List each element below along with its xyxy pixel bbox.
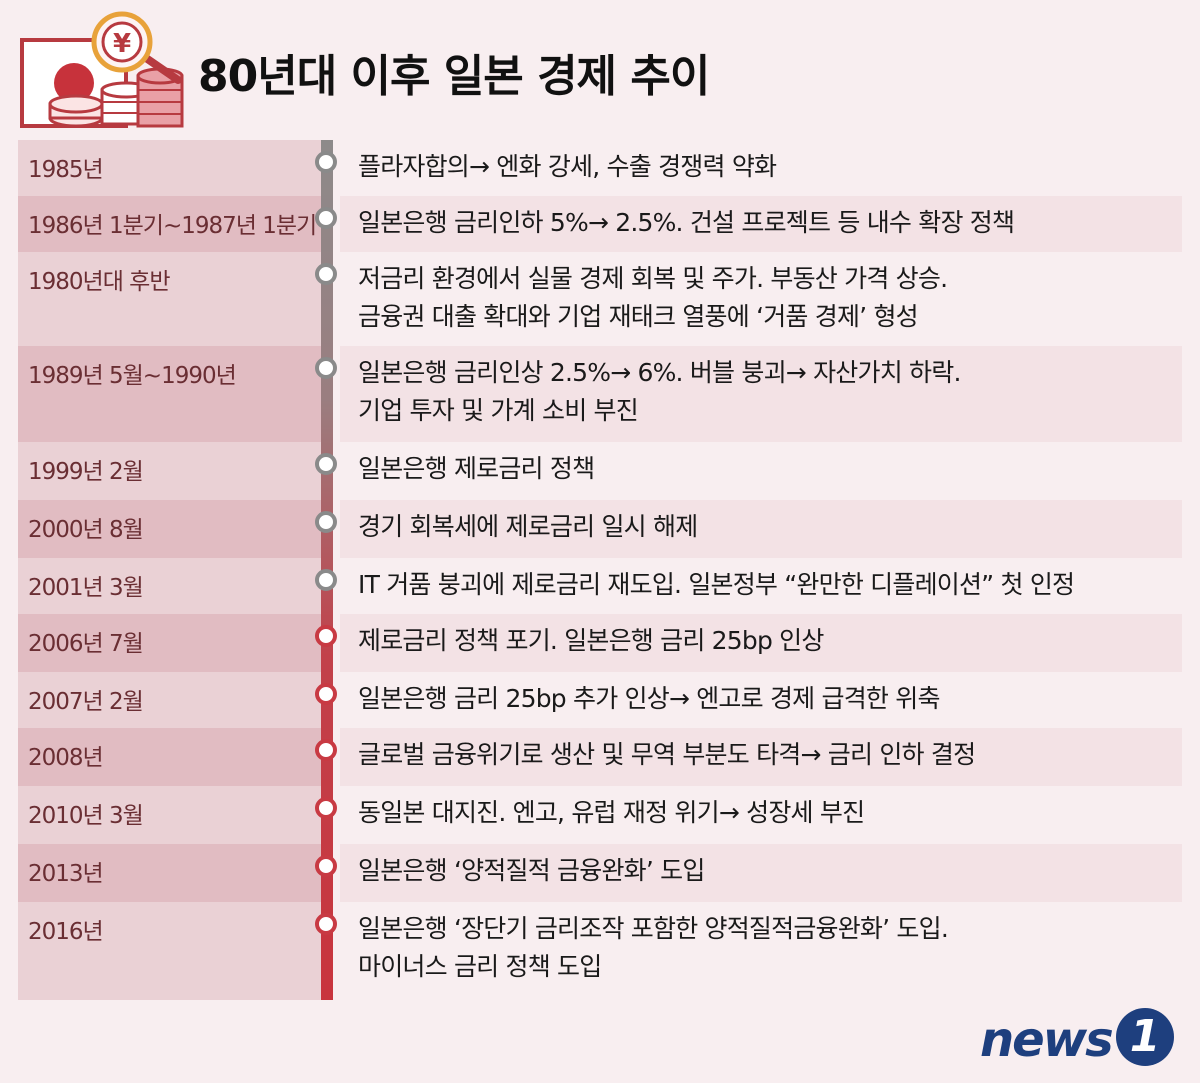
timeline-description: 제로금리 정책 포기. 일본은행 금리 25bp 인상 (358, 622, 824, 660)
timeline-date: 1986년 1분기~1987년 1분기 (28, 213, 317, 239)
row-date-bg (18, 844, 324, 902)
timeline-description: 일본은행 금리인상 2.5%→ 6%. 버블 붕괴→ 자산가치 하락. 기업 투자… (358, 354, 961, 430)
timeline-description: 일본은행 ‘장단기 금리조작 포함한 양적질적금융완화’ 도입. 마이너스 금리 … (358, 910, 949, 986)
description-line: 일본은행 ‘양적질적 금융완화’ 도입 (358, 856, 705, 885)
timeline-row: 2010년 3월 동일본 대지진. 엔고, 유럽 재정 위기→ 성장세 부진 (18, 786, 1182, 844)
logo-text: news (980, 1012, 1114, 1068)
timeline-dot (315, 625, 337, 647)
svg-text:¥: ¥ (113, 29, 131, 59)
header-illustration: ¥ (18, 10, 193, 135)
description-line: 금융권 대출 확대와 기업 재태크 열풍에 ‘거품 경제’ 형성 (358, 302, 919, 331)
timeline-date: 2016년 (28, 919, 104, 945)
timeline-date: 1989년 5월~1990년 (28, 363, 237, 389)
timeline-row: 1980년대 후반 저금리 환경에서 실물 경제 회복 및 주가. 부동산 가격 … (18, 252, 1182, 346)
news1-logo: news 1 (980, 1008, 1185, 1070)
timeline-row: 1999년 2월 일본은행 제로금리 정책 (18, 442, 1182, 500)
row-date-bg (18, 196, 324, 252)
timeline-date: 2013년 (28, 861, 104, 887)
timeline-dot (315, 913, 337, 935)
timeline-row: 2008년 글로벌 금융위기로 생산 및 무역 부분도 타격→ 금리 인하 결정 (18, 728, 1182, 786)
timeline-date: 1985년 (28, 157, 104, 183)
description-line: 저금리 환경에서 실물 경제 회복 및 주가. 부동산 가격 상승. (358, 264, 948, 293)
row-date-bg (18, 728, 324, 786)
description-line: 일본은행 제로금리 정책 (358, 454, 595, 483)
timeline-row: 2016년 일본은행 ‘장단기 금리조작 포함한 양적질적금융완화’ 도입. 마이너… (18, 902, 1182, 1002)
description-line: 글로벌 금융위기로 생산 및 무역 부분도 타격→ 금리 인하 결정 (358, 740, 976, 769)
timeline-description: 일본은행 금리인하 5%→ 2.5%. 건설 프로젝트 등 내수 확장 정책 (358, 204, 1015, 242)
timeline-dot (315, 263, 337, 285)
row-text-bg (340, 500, 1182, 558)
timeline-row: 2001년 3월 IT 거품 붕괴에 제로금리 재도입. 일본정부 “완만한 디플… (18, 558, 1182, 614)
description-line: 일본은행 금리 25bp 추가 인상→ 엔고로 경제 급격한 위축 (358, 684, 940, 713)
timeline-row: 2006년 7월 제로금리 정책 포기. 일본은행 금리 25bp 인상 (18, 614, 1182, 672)
row-date-bg (18, 614, 324, 672)
timeline-description: 일본은행 금리 25bp 추가 인상→ 엔고로 경제 급격한 위축 (358, 680, 940, 718)
timeline-dot (315, 151, 337, 173)
description-line: 일본은행 금리인상 2.5%→ 6%. 버블 붕괴→ 자산가치 하락. (358, 358, 961, 387)
timeline-dot (315, 797, 337, 819)
timeline-dot (315, 357, 337, 379)
timeline-date: 2008년 (28, 745, 104, 771)
timeline-date: 1980년대 후반 (28, 269, 170, 295)
timeline-date: 2000년 8월 (28, 517, 144, 543)
description-line: 동일본 대지진. 엔고, 유럽 재정 위기→ 성장세 부진 (358, 798, 865, 827)
description-line: 일본은행 금리인하 5%→ 2.5%. 건설 프로젝트 등 내수 확장 정책 (358, 208, 1015, 237)
timeline-row: 2007년 2월 일본은행 금리 25bp 추가 인상→ 엔고로 경제 급격한 위… (18, 672, 1182, 728)
timeline-dot (315, 855, 337, 877)
row-text-bg (340, 346, 1182, 442)
page-title: 80년대 이후 일본 경제 추이 (198, 51, 710, 102)
timeline-description: 일본은행 제로금리 정책 (358, 450, 595, 488)
timeline-date: 2010년 3월 (28, 803, 144, 829)
timeline-date: 2007년 2월 (28, 689, 144, 715)
timeline-description: 글로벌 금융위기로 생산 및 무역 부분도 타격→ 금리 인하 결정 (358, 736, 976, 774)
row-text-bg (340, 196, 1182, 252)
timeline-dot (315, 207, 337, 229)
timeline-dot (315, 453, 337, 475)
timeline-dot (315, 739, 337, 761)
description-line: 경기 회복세에 제로금리 일시 해제 (358, 512, 698, 541)
timeline-description: 일본은행 ‘양적질적 금융완화’ 도입 (358, 852, 705, 890)
row-text-bg (340, 728, 1182, 786)
timeline-dot (315, 511, 337, 533)
timeline-description: 경기 회복세에 제로금리 일시 해제 (358, 508, 698, 546)
description-line: 제로금리 정책 포기. 일본은행 금리 25bp 인상 (358, 626, 824, 655)
timeline-description: IT 거품 붕괴에 제로금리 재도입. 일본정부 “완만한 디플레이션” 첫 인… (358, 566, 1075, 604)
timeline-dot (315, 683, 337, 705)
timeline: 1985년 플라자합의→ 엔화 강세, 수출 경쟁력 약화 1986년 1분기~19… (0, 140, 1200, 1010)
timeline-date: 2001년 3월 (28, 575, 144, 601)
coin-stack-icon (48, 67, 184, 128)
row-text-bg (340, 844, 1182, 902)
timeline-dot (315, 569, 337, 591)
yen-magnifier-icon: ¥ (91, 11, 182, 84)
timeline-description: 플라자합의→ 엔화 강세, 수출 경쟁력 약화 (358, 148, 777, 186)
row-date-bg (18, 500, 324, 558)
timeline-row: 1989년 5월~1990년 일본은행 금리인상 2.5%→ 6%. 버블 붕괴→… (18, 346, 1182, 442)
timeline-date: 1999년 2월 (28, 459, 144, 485)
description-line: 플라자합의→ 엔화 강세, 수출 경쟁력 약화 (358, 152, 777, 181)
timeline-date: 2006년 7월 (28, 631, 144, 657)
description-line: 마이너스 금리 정책 도입 (358, 952, 602, 981)
timeline-row: 1986년 1분기~1987년 1분기 일본은행 금리인하 5%→ 2.5%. 건… (18, 196, 1182, 252)
timeline-row: 2000년 8월 경기 회복세에 제로금리 일시 해제 (18, 500, 1182, 558)
logo-mark: 1 (1116, 1008, 1174, 1066)
description-line: 일본은행 ‘장단기 금리조작 포함한 양적질적금융완화’ 도입. (358, 914, 949, 943)
description-line: 기업 투자 및 가계 소비 부진 (358, 396, 639, 425)
timeline-description: 저금리 환경에서 실물 경제 회복 및 주가. 부동산 가격 상승. 금융권 대출… (358, 260, 948, 336)
timeline-row: 1985년 플라자합의→ 엔화 강세, 수출 경쟁력 약화 (18, 140, 1182, 196)
timeline-row: 2013년 일본은행 ‘양적질적 금융완화’ 도입 (18, 844, 1182, 902)
description-line: IT 거품 붕괴에 제로금리 재도입. 일본정부 “완만한 디플레이션” 첫 인… (358, 570, 1075, 599)
header: ¥ 80년대 이후 일본 경제 추이 (0, 0, 1200, 140)
row-date-bg (18, 346, 324, 442)
row-text-bg (340, 614, 1182, 672)
timeline-description: 동일본 대지진. 엔고, 유럽 재정 위기→ 성장세 부진 (358, 794, 865, 832)
